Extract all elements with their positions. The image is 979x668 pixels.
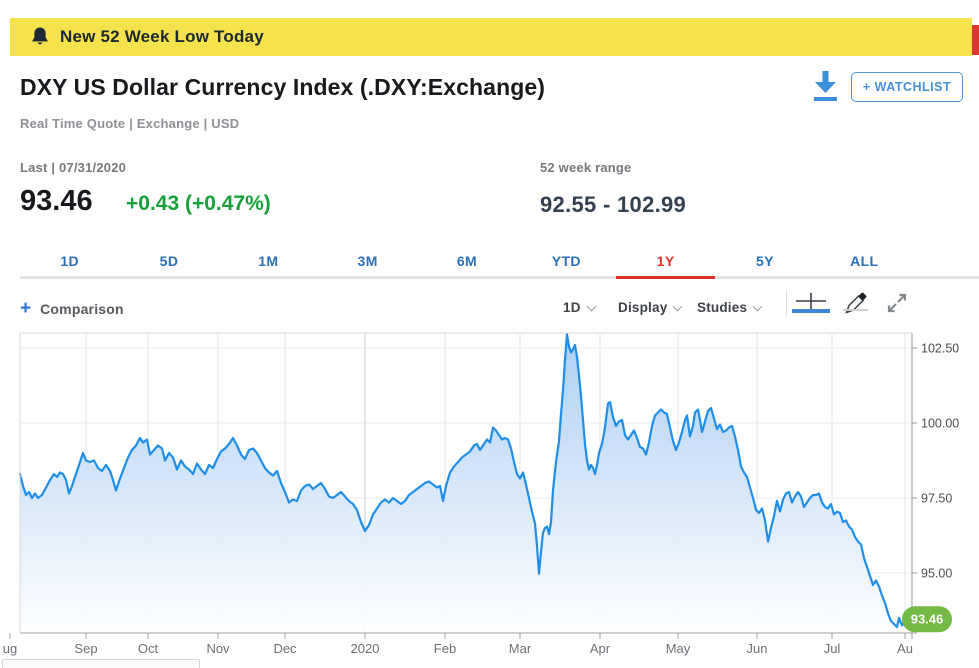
- x-axis-label: 2020: [351, 641, 380, 656]
- crosshair-tool[interactable]: [795, 292, 827, 315]
- tab-1d[interactable]: 1D: [60, 253, 80, 269]
- last-price-badge-label: 93.46: [911, 612, 944, 627]
- x-axis-label: ug: [3, 641, 17, 656]
- chart-line: [18, 333, 907, 629]
- bell-icon: [32, 27, 48, 45]
- price-change: +0.43 (+0.47%): [126, 192, 271, 215]
- alert-banner: New 52 Week Low Today: [10, 18, 972, 56]
- banner-text: New 52 Week Low Today: [60, 27, 264, 46]
- x-axis-label: Dec: [273, 641, 297, 656]
- tab-6m[interactable]: 6M: [456, 253, 478, 269]
- download-icon: [814, 71, 837, 101]
- expand-icon: [887, 293, 907, 313]
- tab-ytd[interactable]: YTD: [551, 253, 581, 269]
- y-axis-label: 97.50: [921, 492, 952, 506]
- last-price: 93.46: [20, 185, 93, 217]
- interval-dropdown[interactable]: 1D: [563, 300, 597, 315]
- last-price-badge: [902, 606, 952, 633]
- active-tool-indicator: [792, 309, 830, 313]
- x-axis-label: May: [666, 641, 691, 656]
- tab-5d[interactable]: 5D: [159, 253, 179, 269]
- banner-edge-element: [972, 25, 979, 55]
- plus-icon: +: [20, 298, 32, 319]
- x-axis-label: Oct: [138, 641, 159, 656]
- comparison-button[interactable]: + Comparison: [20, 298, 124, 319]
- tab-5y[interactable]: 5Y: [755, 253, 774, 269]
- tab-1m[interactable]: 1M: [258, 253, 279, 269]
- tab-3m[interactable]: 3M: [357, 253, 378, 269]
- page-title: DXY US Dollar Currency Index (.DXY:Excha…: [20, 74, 546, 100]
- quote-subtitle: Real Time Quote | Exchange | USD: [20, 116, 240, 131]
- x-axis-label: Jul: [824, 641, 841, 656]
- y-axis-label: 102.50: [921, 342, 959, 356]
- x-axis-label: Sep: [74, 641, 97, 656]
- tab-1y[interactable]: 1Y: [615, 250, 716, 279]
- comparison-label: Comparison: [40, 301, 124, 317]
- tab-all[interactable]: ALL: [850, 253, 879, 269]
- range-label: 52 week range: [540, 160, 632, 175]
- y-axis-label: 95.00: [921, 567, 952, 581]
- draw-tool-underline: [843, 309, 868, 311]
- x-axis-label: Apr: [590, 641, 611, 656]
- time-range-tabs: 1D 5D 1M 3M 6M YTD 1Y 5Y ALL: [20, 250, 914, 279]
- partial-cutoff-element: [2, 659, 200, 668]
- x-axis-label: Au: [897, 641, 913, 656]
- x-axis-label: Jun: [747, 641, 768, 656]
- x-axis-label: Nov: [206, 641, 230, 656]
- crosshair-icon: [796, 293, 826, 309]
- studies-dropdown[interactable]: Studies: [697, 300, 763, 315]
- x-axis-label: Mar: [509, 641, 532, 656]
- tabs-underline-track: [20, 276, 979, 279]
- watchlist-button[interactable]: + WATCHLIST: [851, 72, 963, 102]
- toolbar-divider: [786, 290, 787, 317]
- fullscreen-tool[interactable]: [886, 292, 908, 319]
- display-dropdown[interactable]: Display: [618, 300, 683, 315]
- last-date-label: Last | 07/31/2020: [20, 160, 127, 175]
- range-value: 92.55 - 102.99: [540, 192, 687, 217]
- y-axis-label: 100.00: [921, 417, 959, 431]
- x-axis-label: Feb: [434, 641, 456, 656]
- chart-area-fill: [20, 334, 905, 633]
- download-button[interactable]: [810, 68, 846, 106]
